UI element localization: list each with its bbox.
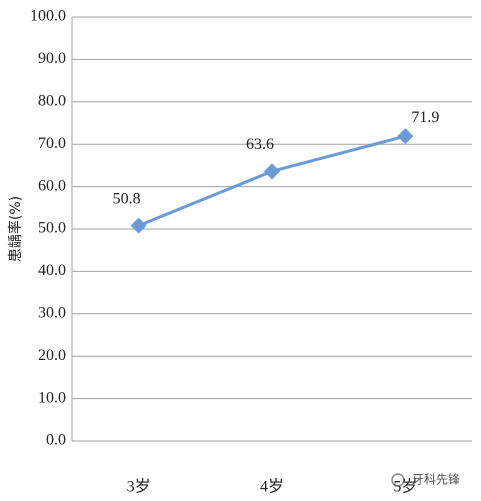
x-tick-label: 4岁 (260, 478, 284, 496)
point-marker (130, 217, 147, 234)
y-tick-label: 80.0 (38, 92, 66, 109)
y-tick-label: 50.0 (38, 220, 66, 237)
y-tick-label: 60.0 (38, 177, 66, 194)
data-label: 50.8 (113, 190, 141, 207)
watermark: 牙科先锋 (391, 473, 460, 487)
y-tick-label: 90.0 (38, 50, 66, 67)
y-tick-label: 0.0 (46, 432, 66, 449)
y-axis-label: 患龋率(%) (7, 196, 24, 262)
y-tick-label: 20.0 (38, 347, 66, 364)
point-marker (264, 163, 280, 180)
y-tick-label: 70.0 (38, 135, 66, 152)
watermark-icon (391, 473, 405, 487)
y-tick-label: 100.0 (30, 8, 66, 25)
y-tick-label: 30.0 (38, 304, 66, 321)
x-tick-label: 3岁 (127, 478, 151, 496)
watermark-text: 牙科先锋 (412, 473, 460, 487)
point-marker (397, 128, 414, 145)
y-tick-label: 40.0 (38, 262, 66, 279)
data-label: 71.9 (411, 109, 439, 126)
data-label: 63.6 (246, 136, 274, 153)
x-tick-label: 5岁 (393, 478, 417, 496)
y-tick-label: 10.0 (38, 389, 66, 406)
